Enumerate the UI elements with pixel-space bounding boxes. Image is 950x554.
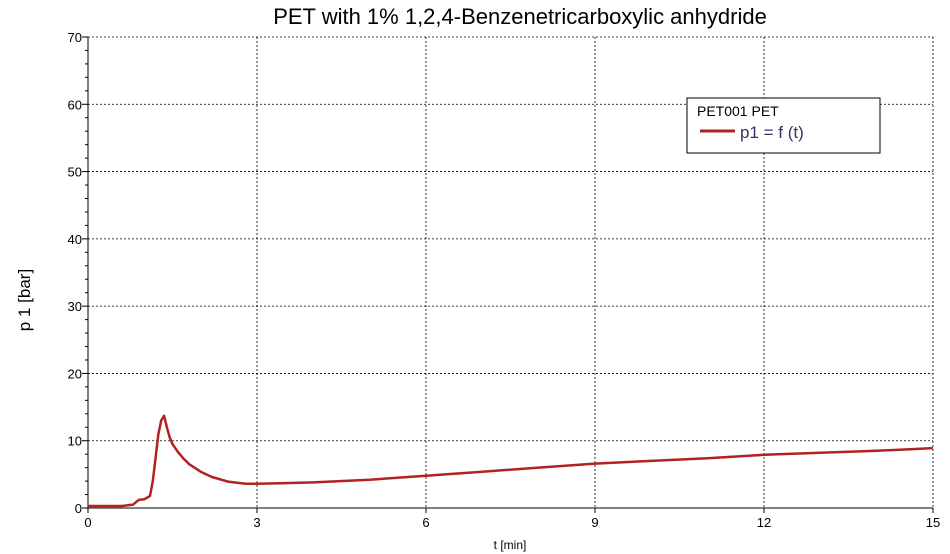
legend: PET001 PET p1 = f (t) [686,97,881,154]
y-tick-label: 0 [75,501,82,516]
x-tick-label: 6 [422,515,429,530]
series-line [88,414,934,508]
chart-title: PET with 1% 1,2,4-Benzenetricarboxylic a… [273,4,767,29]
series [88,414,934,508]
y-tick-label: 50 [68,165,82,180]
x-axis-title: t [min] [494,538,527,552]
x-tick-label: 0 [84,515,91,530]
axes [82,36,934,513]
legend-title: PET001 PET [697,103,779,119]
y-tick-label: 60 [68,97,82,112]
x-tick-label: 9 [591,515,598,530]
x-tick-label: 15 [926,515,940,530]
legend-label: p1 = f (t) [740,123,804,142]
y-tick-label: 20 [68,366,82,381]
y-tick-label: 10 [68,434,82,449]
tick-labels: 0 3 6 9 12 15 0 10 20 30 40 50 60 70 [68,30,941,530]
x-tick-label: 3 [253,515,260,530]
y-tick-label: 70 [68,30,82,45]
y-axis-title: p 1 [bar] [15,269,34,331]
y-tick-label: 30 [68,299,82,314]
legend-box [686,97,881,154]
y-tick-label: 40 [68,232,82,247]
x-tick-label: 12 [757,515,771,530]
